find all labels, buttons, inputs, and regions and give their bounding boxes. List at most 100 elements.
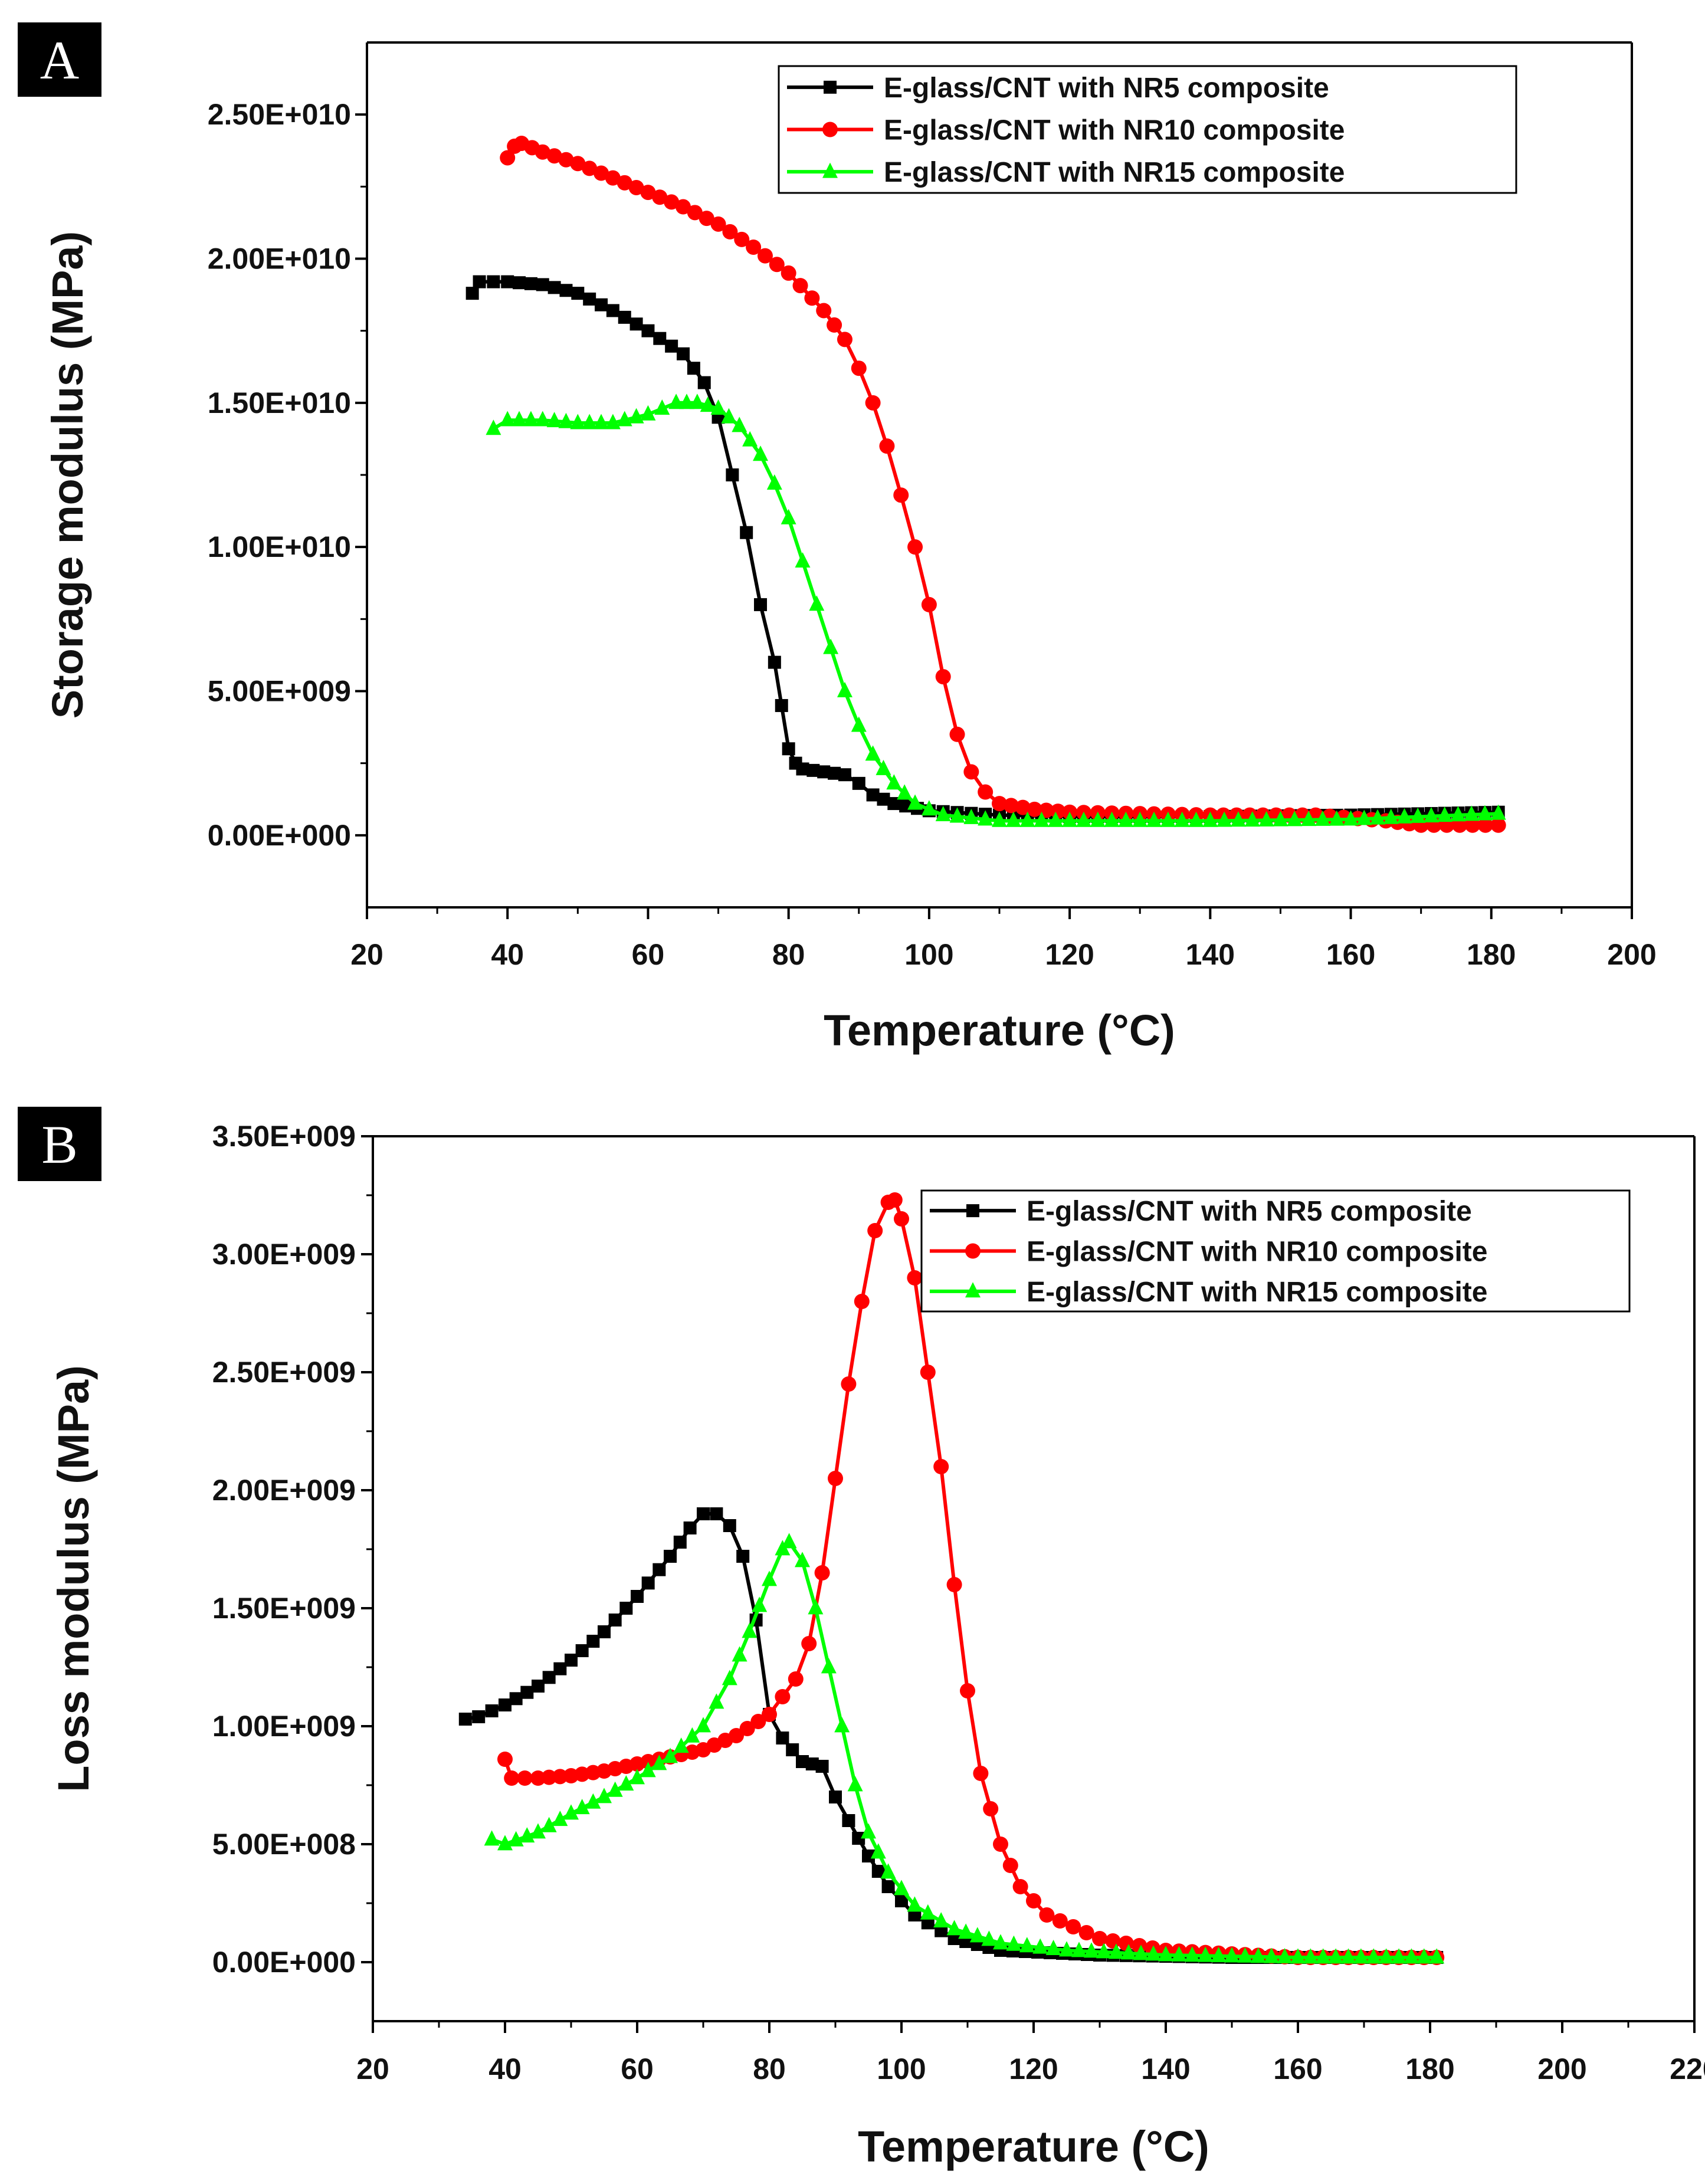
- data-point: [1396, 808, 1412, 824]
- data-point: [993, 1934, 1008, 1950]
- data-point: [1301, 811, 1317, 827]
- data-point: [880, 1863, 896, 1879]
- data-point: [541, 1769, 557, 1785]
- data-point: [1015, 799, 1031, 815]
- data-point: [1133, 1944, 1149, 1960]
- y-tick-label: 3.00E+009: [212, 1238, 356, 1271]
- data-point: [608, 1614, 622, 1626]
- data-point: [1450, 806, 1466, 822]
- data-point: [673, 1536, 687, 1549]
- data-point: [1273, 811, 1288, 827]
- data-point: [574, 1799, 590, 1815]
- data-point: [786, 1743, 799, 1756]
- legend-marker: [824, 80, 837, 94]
- data-point: [1429, 1948, 1445, 1964]
- data-point: [746, 239, 762, 255]
- data-point: [559, 284, 573, 297]
- data-point: [852, 776, 865, 790]
- data-point: [852, 1832, 865, 1845]
- data-point: [947, 1932, 961, 1945]
- data-point: [921, 1916, 935, 1930]
- data-point: [710, 399, 726, 415]
- data-point: [699, 211, 714, 227]
- data-point: [605, 414, 621, 429]
- data-point: [973, 1766, 989, 1781]
- data-point: [558, 412, 574, 428]
- data-point: [618, 1775, 634, 1791]
- legend-label: E-glass/CNT with NR5 composite: [1027, 1196, 1472, 1227]
- data-point: [665, 339, 678, 353]
- x-tick-label: 80: [753, 2052, 786, 2085]
- data-point: [710, 1507, 723, 1520]
- data-point: [1378, 1948, 1394, 1964]
- data-point: [1132, 811, 1148, 827]
- data-point: [552, 1811, 568, 1826]
- data-point: [804, 290, 820, 306]
- data-point: [570, 414, 586, 429]
- panel-label-box: [18, 22, 101, 97]
- data-point: [935, 669, 951, 685]
- data-point: [1003, 798, 1019, 814]
- data-point: [775, 1689, 791, 1704]
- data-point: [619, 1602, 633, 1615]
- data-point: [742, 431, 758, 447]
- data-point: [983, 1801, 999, 1816]
- data-point: [837, 332, 853, 347]
- data-point: [570, 156, 586, 172]
- panel-label-box: [18, 1107, 101, 1181]
- data-point: [1329, 810, 1345, 826]
- data-point: [504, 1770, 520, 1786]
- data-point: [1237, 1947, 1253, 1963]
- data-point: [861, 1823, 876, 1839]
- data-point: [676, 199, 691, 215]
- data-point: [629, 1769, 645, 1785]
- y-tick-label: 2.50E+010: [208, 98, 351, 131]
- data-point: [1277, 1948, 1293, 1963]
- data-point: [586, 1635, 600, 1648]
- data-point: [640, 1762, 656, 1778]
- data-point: [722, 1670, 737, 1685]
- data-point: [628, 408, 644, 424]
- data-point: [817, 765, 831, 779]
- y-tick-label: 2.50E+009: [212, 1356, 356, 1389]
- x-tick-label: 40: [491, 938, 524, 971]
- data-point: [865, 395, 881, 411]
- y-tick-label: 0.00E+000: [208, 819, 351, 852]
- data-point: [1328, 1948, 1344, 1964]
- data-point: [781, 1533, 797, 1549]
- data-point: [664, 194, 680, 210]
- legend-label: E-glass/CNT with NR10 composite: [1027, 1237, 1487, 1268]
- data-point: [1464, 805, 1480, 821]
- data-point: [1034, 811, 1050, 827]
- legend-entry: E-glass/CNT with NR10 composite: [787, 115, 1345, 146]
- data-point: [854, 1294, 870, 1309]
- data-point: [689, 393, 705, 409]
- data-point: [862, 1849, 875, 1862]
- data-point: [1174, 811, 1190, 827]
- data-point: [546, 412, 562, 428]
- data-point: [1202, 811, 1218, 827]
- data-point: [801, 1636, 817, 1651]
- data-point: [1184, 1946, 1200, 1962]
- data-point: [664, 1550, 677, 1563]
- data-point: [1250, 1947, 1266, 1963]
- panel-label: B: [18, 1107, 101, 1181]
- data-point: [753, 445, 769, 461]
- data-point: [823, 638, 839, 654]
- panel-label-text: A: [40, 30, 79, 90]
- data-point: [721, 408, 737, 424]
- x-tick-label: 140: [1141, 2052, 1190, 2085]
- data-point: [921, 800, 937, 816]
- data-point: [828, 766, 841, 780]
- data-point: [563, 1804, 579, 1820]
- data-point: [847, 1776, 863, 1792]
- data-point: [978, 784, 994, 800]
- data-point: [1287, 811, 1303, 827]
- data-point: [963, 764, 979, 780]
- data-point: [524, 277, 537, 290]
- data-point: [641, 324, 655, 337]
- data-point: [958, 1923, 974, 1939]
- x-axis-title: Temperature (°C): [858, 2122, 1209, 2171]
- data-point: [762, 1570, 777, 1586]
- data-point: [871, 1865, 885, 1878]
